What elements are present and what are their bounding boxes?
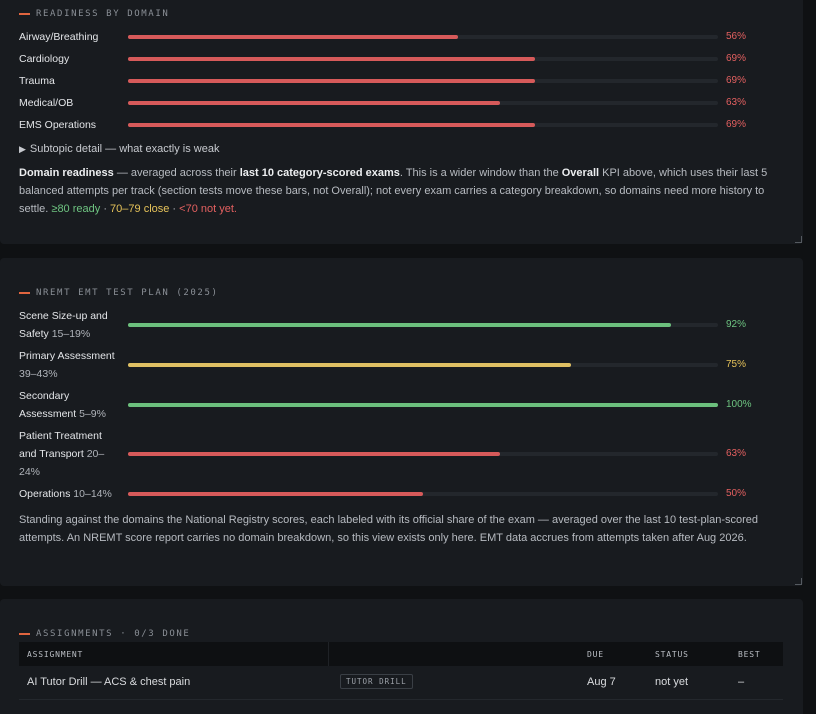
table-header: ASSIGNMENT DUE STATUS BEST (19, 642, 783, 666)
domain-label: EMS Operations (19, 119, 97, 131)
bar-fill (128, 323, 671, 327)
bar-track (128, 403, 718, 407)
bar-track (128, 492, 718, 496)
bar-fill (128, 79, 536, 83)
legend-ready: ≥80 ready (51, 203, 101, 215)
legend-close: 70–79 close (110, 203, 170, 215)
column-header-due[interactable]: DUE (587, 650, 604, 659)
test-plan-title: NREMT EMT TEST PLAN (2025) (19, 288, 218, 298)
domain-label: Secondary Assessment 5–9% (19, 390, 106, 420)
assignment-name[interactable]: AI Tutor Drill — ACS & chest pain (27, 676, 191, 688)
bar-track (128, 101, 718, 105)
accent-dash (19, 13, 30, 15)
domain-label: Trauma (19, 75, 55, 87)
bar-fill (128, 452, 500, 456)
column-header-assignment[interactable]: ASSIGNMENT (27, 650, 84, 659)
domain-percent: 63% (726, 448, 747, 459)
resize-handle[interactable] (795, 578, 802, 585)
table-row[interactable]: AI Tutor Drill — ACS & chest pain TUTOR … (19, 666, 783, 700)
domain-percent: 69% (726, 119, 747, 130)
bar-fill (128, 403, 718, 407)
accent-dash (19, 292, 30, 294)
legend-not-yet: <70 not yet. (179, 203, 237, 215)
readiness-explanation: Domain readiness — averaged across their… (19, 167, 768, 215)
bar-track (128, 363, 718, 367)
bar-fill (128, 35, 459, 39)
bar-track (128, 79, 718, 83)
column-header-best[interactable]: BEST (738, 650, 761, 659)
bar-fill (128, 101, 500, 105)
bar-fill (128, 123, 536, 127)
readiness-title: READINESS BY DOMAIN (19, 9, 169, 19)
bar-track (128, 323, 718, 327)
domain-percent: 100% (726, 399, 752, 410)
domain-percent: 56% (726, 31, 747, 42)
domain-label: Medical/OB (19, 97, 74, 109)
bar-fill (128, 363, 571, 367)
bar-track (128, 123, 718, 127)
resize-handle[interactable] (795, 236, 802, 243)
domain-label: Cardiology (19, 53, 70, 65)
assignment-status: not yet (655, 676, 689, 688)
subtopic-detail-toggle[interactable]: ▶ Subtopic detail — what exactly is weak (19, 143, 220, 155)
column-divider (328, 642, 329, 666)
column-header-status[interactable]: STATUS (655, 650, 689, 659)
bar-track (128, 57, 718, 61)
assignment-best: – (738, 676, 745, 688)
bar-track (128, 35, 718, 39)
domain-label: Primary Assessment 39–43% (19, 350, 115, 380)
assignments-table: ASSIGNMENT DUE STATUS BEST AI Tutor Dril… (19, 642, 783, 700)
assignments-title: ASSIGNMENTS · 0/3 DONE (19, 629, 190, 639)
assignment-type-tag: TUTOR DRILL (340, 674, 413, 689)
accent-dash (19, 633, 30, 635)
bar-fill (128, 492, 423, 496)
test-plan-explanation: Standing against the domains the Nationa… (19, 514, 759, 544)
readiness-card: READINESS BY DOMAIN Airway/Breathing 56%… (0, 0, 803, 244)
bar-fill (128, 57, 536, 61)
domain-label: Scene Size-up and Safety 15–19% (19, 310, 108, 340)
bar-track (128, 452, 718, 456)
domain-percent: 75% (726, 359, 747, 370)
domain-percent: 92% (726, 319, 747, 330)
domain-label: Airway/Breathing (19, 31, 99, 43)
domain-label: Patient Treatment and Transport 20–24% (19, 430, 105, 478)
disclosure-triangle-icon: ▶ (19, 144, 26, 154)
domain-percent: 69% (726, 53, 747, 64)
test-plan-card: NREMT EMT TEST PLAN (2025) Scene Size-up… (0, 258, 803, 586)
assignment-due: Aug 7 (587, 676, 616, 688)
domain-percent: 63% (726, 97, 747, 108)
domain-percent: 69% (726, 75, 747, 86)
domain-label: Operations 10–14% (19, 488, 112, 500)
domain-percent: 50% (726, 488, 747, 499)
